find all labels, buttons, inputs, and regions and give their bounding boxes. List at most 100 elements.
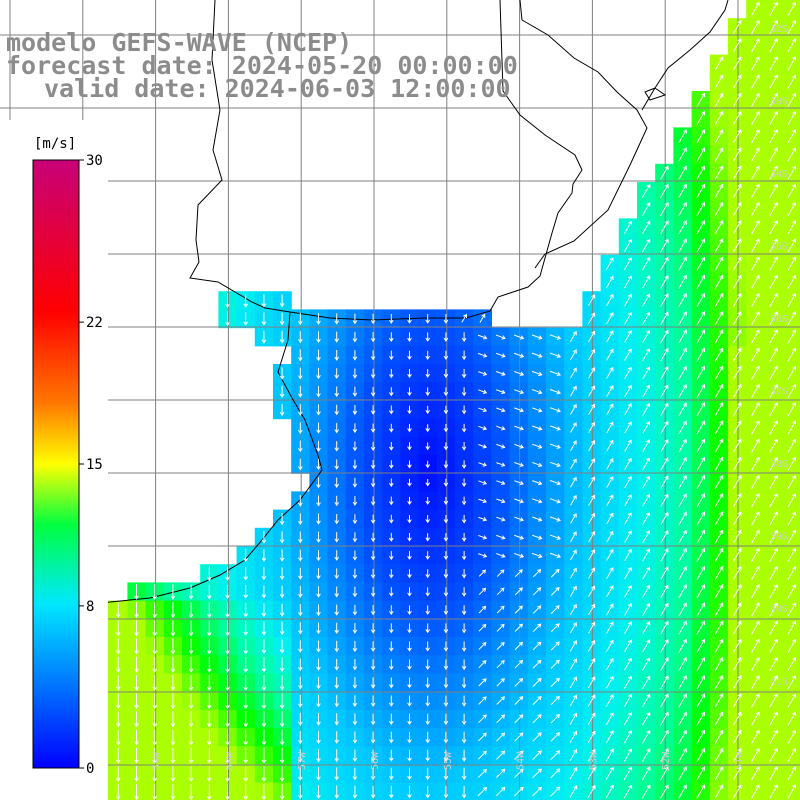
wind-arrow (225, 675, 230, 691)
wind-arrow (496, 623, 505, 632)
wind-arrow (425, 332, 430, 342)
wind-arrow (660, 784, 669, 799)
wind-arrow (751, 711, 760, 726)
wind-arrow (152, 584, 157, 600)
wind-arrow (316, 640, 321, 653)
wind-arrow (570, 549, 577, 561)
wind-arrow (787, 201, 797, 217)
wind-arrow (334, 477, 339, 488)
wind-arrow (642, 693, 651, 708)
wind-arrow (588, 385, 596, 397)
wind-arrow (477, 768, 488, 778)
wind-arrow (478, 480, 488, 485)
wind-arrow (461, 623, 467, 634)
wind-arrow (751, 638, 760, 653)
wind-arrow (207, 656, 212, 673)
wind-arrow (714, 110, 724, 126)
wind-arrow (769, 383, 778, 399)
wind-arrow (443, 496, 449, 506)
wind-arrow (389, 677, 394, 689)
wind-arrow (605, 694, 614, 707)
wind-arrow (751, 766, 760, 781)
wind-arrow (769, 584, 778, 599)
wind-arrow (513, 370, 525, 376)
wind-arrow (751, 675, 760, 690)
wind-arrow (569, 603, 577, 615)
wind-arrow (495, 786, 506, 797)
wind-arrow (587, 730, 596, 744)
wind-arrow (514, 587, 523, 596)
wind-arrow (624, 311, 632, 325)
wind-arrow (769, 238, 778, 253)
wind-arrow (570, 440, 577, 451)
wind-arrow (678, 784, 687, 799)
wind-arrow (334, 459, 339, 470)
wind-arrow (549, 370, 562, 377)
wind-arrow (298, 458, 303, 471)
wind-arrow (588, 403, 596, 415)
wind-arrow (787, 784, 797, 799)
wind-arrow (787, 311, 797, 326)
wind-arrow (769, 365, 778, 380)
wind-arrow (188, 584, 194, 600)
wind-arrow (714, 274, 724, 289)
wind-arrow (660, 511, 669, 526)
wind-arrow (787, 365, 797, 380)
wind-arrow (316, 568, 321, 580)
wind-arrow (714, 420, 724, 435)
wind-arrow (678, 365, 687, 380)
longitude-label: 52W (661, 751, 672, 770)
wind-arrow (389, 785, 394, 799)
wind-arrow (606, 657, 614, 671)
wind-arrow (279, 747, 285, 764)
wind-arrow (678, 220, 687, 235)
wind-arrow (732, 19, 742, 35)
wind-arrow (496, 407, 506, 413)
wind-arrow (696, 511, 706, 526)
wind-arrow (714, 511, 724, 526)
wind-arrow (425, 405, 430, 415)
wind-arrow (279, 513, 285, 526)
wind-arrow (461, 785, 467, 799)
wind-arrow (496, 480, 506, 486)
wind-arrow (624, 603, 632, 616)
wind-arrow (225, 311, 230, 327)
wind-arrow (514, 659, 524, 669)
wind-arrow (549, 352, 562, 358)
wind-arrow (407, 677, 412, 689)
wind-arrow (624, 494, 632, 507)
wind-arrow (678, 402, 687, 417)
latitude-label: 37S (770, 387, 788, 398)
wind-arrow (407, 587, 412, 597)
latitude-label: 35S (770, 242, 788, 253)
wind-arrow (461, 496, 467, 506)
wind-arrow (769, 292, 778, 308)
wind-arrow (660, 530, 669, 544)
wind-arrow (334, 713, 339, 726)
wind-arrow (116, 784, 121, 800)
wind-arrow (606, 293, 614, 307)
wind-arrow (678, 238, 687, 253)
wind-arrow (496, 732, 506, 742)
wind-arrow (261, 747, 267, 764)
wind-arrow (570, 422, 577, 433)
wind-arrow (407, 731, 412, 744)
wind-arrow (279, 403, 285, 417)
wind-arrow (496, 516, 506, 522)
wind-arrow (696, 747, 706, 763)
wind-arrow (261, 639, 267, 654)
wind-arrow (732, 220, 742, 235)
wind-arrow (751, 183, 760, 198)
wind-arrow (588, 330, 596, 343)
wind-arrow (334, 749, 339, 763)
wind-arrow (714, 238, 724, 253)
wind-arrow (732, 402, 742, 417)
wind-arrow (624, 384, 632, 398)
wind-arrow (732, 711, 742, 726)
wind-arrow (732, 766, 742, 781)
wind-arrow (678, 747, 687, 763)
wind-arrow (298, 749, 303, 763)
wind-arrow (570, 458, 577, 470)
wind-arrow (477, 352, 488, 358)
wind-arrow (207, 747, 212, 764)
